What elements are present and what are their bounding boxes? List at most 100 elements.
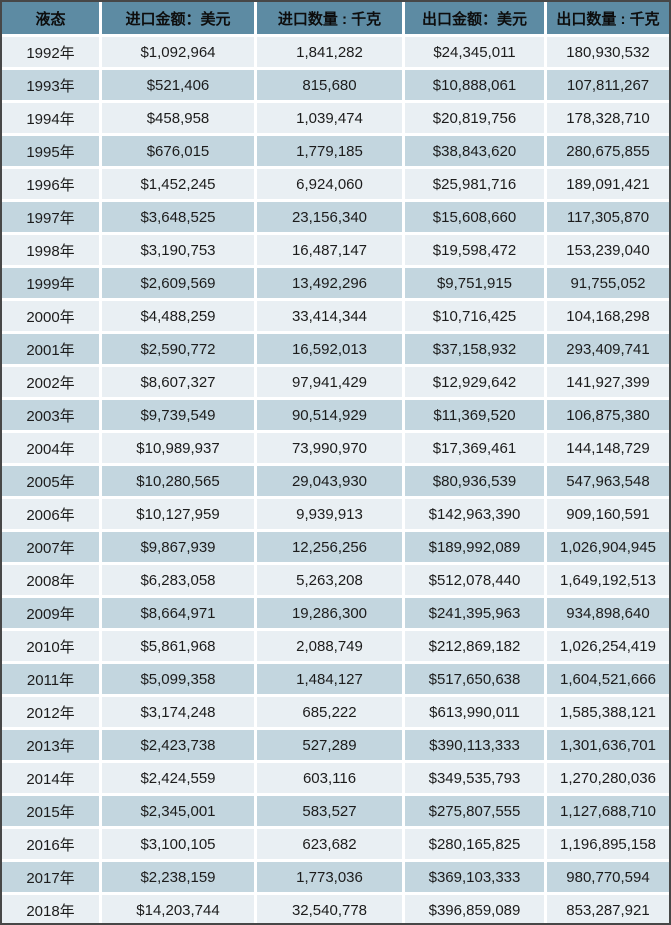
table-row: 2002年 $8,607,327 97,941,429 $12,929,642 141,… [2, 364, 669, 397]
column-header: 液态 [2, 2, 102, 34]
value-cell: $3,648,525 [102, 199, 257, 232]
value-cell: $3,190,753 [102, 232, 257, 265]
column-header: 进口数量 : 千克 [257, 2, 405, 34]
value-cell: $9,751,915 [405, 265, 547, 298]
value-cell: $676,015 [102, 133, 257, 166]
value-cell: $37,158,932 [405, 331, 547, 364]
table-row: 2014年 $2,424,559 603,116 $349,535,793 1,270,… [2, 760, 669, 793]
value-cell: $1,452,245 [102, 166, 257, 199]
year-cell: 1995年 [2, 133, 102, 166]
value-cell: 90,514,929 [257, 397, 405, 430]
value-cell: 934,898,640 [547, 595, 669, 628]
value-cell: 5,263,208 [257, 562, 405, 595]
table-row: 1996年 $1,452,245 6,924,060 $25,981,716 189,0… [2, 166, 669, 199]
value-cell: 583,527 [257, 793, 405, 826]
table-row: 2004年 $10,989,937 73,990,970 $17,369,461 144… [2, 430, 669, 463]
value-cell: 33,414,344 [257, 298, 405, 331]
value-cell: 32,540,778 [257, 892, 405, 923]
table-row: 2015年 $2,345,001 583,527 $275,807,555 1,127,… [2, 793, 669, 826]
year-cell: 1996年 [2, 166, 102, 199]
value-cell: 1,196,895,158 [547, 826, 669, 859]
value-cell: $24,345,011 [405, 34, 547, 67]
value-cell: 1,585,388,121 [547, 694, 669, 727]
table-row: 2018年 $14,203,744 32,540,778 $396,859,089 85… [2, 892, 669, 923]
value-cell: $241,395,963 [405, 595, 547, 628]
year-cell: 1994年 [2, 100, 102, 133]
table-row: 2008年 $6,283,058 5,263,208 $512,078,440 1,64… [2, 562, 669, 595]
value-cell: $15,608,660 [405, 199, 547, 232]
value-cell: 1,484,127 [257, 661, 405, 694]
value-cell: $189,992,089 [405, 529, 547, 562]
value-cell: 106,875,380 [547, 397, 669, 430]
value-cell: 1,270,280,036 [547, 760, 669, 793]
value-cell: 91,755,052 [547, 265, 669, 298]
value-cell: $9,739,549 [102, 397, 257, 430]
value-cell: $2,345,001 [102, 793, 257, 826]
value-cell: 603,116 [257, 760, 405, 793]
value-cell: $9,867,939 [102, 529, 257, 562]
value-cell: $38,843,620 [405, 133, 547, 166]
value-cell: 1,773,036 [257, 859, 405, 892]
value-cell: $390,113,333 [405, 727, 547, 760]
year-cell: 1997年 [2, 199, 102, 232]
value-cell: $6,283,058 [102, 562, 257, 595]
year-cell: 2004年 [2, 430, 102, 463]
value-cell: 107,811,267 [547, 67, 669, 100]
value-cell: 2,088,749 [257, 628, 405, 661]
value-cell: $10,127,959 [102, 496, 257, 529]
value-cell: 12,256,256 [257, 529, 405, 562]
value-cell: $275,807,555 [405, 793, 547, 826]
value-cell: $613,990,011 [405, 694, 547, 727]
value-cell: $521,406 [102, 67, 257, 100]
value-cell: 1,649,192,513 [547, 562, 669, 595]
value-cell: $3,174,248 [102, 694, 257, 727]
year-cell: 2018年 [2, 892, 102, 923]
value-cell: $19,598,472 [405, 232, 547, 265]
value-cell: 980,770,594 [547, 859, 669, 892]
value-cell: 1,127,688,710 [547, 793, 669, 826]
value-cell: $3,100,105 [102, 826, 257, 859]
value-cell: $10,280,565 [102, 463, 257, 496]
value-cell: 1,841,282 [257, 34, 405, 67]
value-cell: $11,369,520 [405, 397, 547, 430]
value-cell: 1,604,521,666 [547, 661, 669, 694]
year-cell: 2014年 [2, 760, 102, 793]
value-cell: $396,859,089 [405, 892, 547, 923]
value-cell: 29,043,930 [257, 463, 405, 496]
table-row: 2011年 $5,099,358 1,484,127 $517,650,638 1,60… [2, 661, 669, 694]
value-cell: 685,222 [257, 694, 405, 727]
table-row: 2012年 $3,174,248 685,222 $613,990,011 1,585,… [2, 694, 669, 727]
value-cell: $20,819,756 [405, 100, 547, 133]
value-cell: 853,287,921 [547, 892, 669, 923]
table-row: 2007年 $9,867,939 12,256,256 $189,992,089 1,0… [2, 529, 669, 562]
value-cell: $25,981,716 [405, 166, 547, 199]
value-cell: 293,409,741 [547, 331, 669, 364]
value-cell: 117,305,870 [547, 199, 669, 232]
table-row: 2016年 $3,100,105 623,682 $280,165,825 1,196,… [2, 826, 669, 859]
value-cell: $80,936,539 [405, 463, 547, 496]
value-cell: 1,779,185 [257, 133, 405, 166]
value-cell: 6,924,060 [257, 166, 405, 199]
year-cell: 2013年 [2, 727, 102, 760]
table-row: 1999年 $2,609,569 13,492,296 $9,751,915 91,75… [2, 265, 669, 298]
year-cell: 2003年 [2, 397, 102, 430]
column-header: 出口数量 : 千克 [547, 2, 669, 34]
value-cell: 909,160,591 [547, 496, 669, 529]
value-cell: $5,861,968 [102, 628, 257, 661]
value-cell: $517,650,638 [405, 661, 547, 694]
year-cell: 2016年 [2, 826, 102, 859]
value-cell: $14,203,744 [102, 892, 257, 923]
year-cell: 2002年 [2, 364, 102, 397]
value-cell: 815,680 [257, 67, 405, 100]
year-cell: 2017年 [2, 859, 102, 892]
value-cell: 9,939,913 [257, 496, 405, 529]
value-cell: $10,888,061 [405, 67, 547, 100]
value-cell: $280,165,825 [405, 826, 547, 859]
value-cell: $2,423,738 [102, 727, 257, 760]
year-cell: 2015年 [2, 793, 102, 826]
table-row: 2017年 $2,238,159 1,773,036 $369,103,333 980,… [2, 859, 669, 892]
value-cell: $512,078,440 [405, 562, 547, 595]
column-header: 进口金额：美元 [102, 2, 257, 34]
value-cell: 19,286,300 [257, 595, 405, 628]
